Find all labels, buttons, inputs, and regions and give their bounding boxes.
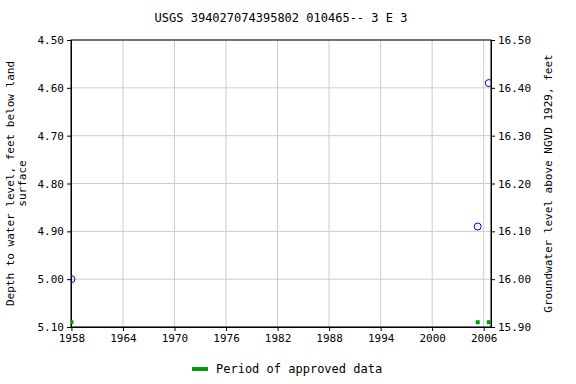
tick-mark bbox=[226, 327, 227, 331]
tick-label: 16.00 bbox=[498, 273, 531, 286]
tick-mark bbox=[174, 327, 175, 331]
tick: 4.90 bbox=[38, 225, 72, 238]
tick-mark bbox=[329, 327, 330, 331]
tick-mark bbox=[67, 184, 71, 185]
tick-label: 1964 bbox=[110, 332, 137, 345]
tick: 1982 bbox=[265, 327, 292, 345]
tick-label: 1994 bbox=[368, 332, 395, 345]
tick: 16.40 bbox=[491, 82, 531, 95]
tick-mark bbox=[491, 279, 495, 280]
axis: 4.50 4.60 4.70 4.80 4.90 5.00 5.10 bbox=[38, 34, 72, 334]
title: USGS 394027074395802 010465-- 3 E 3 bbox=[155, 11, 408, 25]
tick-mark bbox=[278, 327, 279, 331]
tick: 2006 bbox=[471, 327, 498, 345]
tick-label: 5.10 bbox=[38, 321, 65, 334]
tick-label: 15.90 bbox=[498, 321, 531, 334]
tick-label: 4.80 bbox=[38, 178, 65, 191]
y2-axis-title: Groundwater level above NGVD 1929, feet bbox=[542, 54, 555, 312]
tick: 4.80 bbox=[38, 178, 72, 191]
tick-label: 16.20 bbox=[498, 178, 531, 191]
tick-mark bbox=[381, 327, 382, 331]
tick-label: 16.50 bbox=[498, 34, 531, 47]
tick-mark bbox=[432, 327, 433, 331]
point bbox=[476, 320, 480, 324]
tick-mark bbox=[71, 327, 72, 331]
tick-label: 1982 bbox=[265, 332, 292, 345]
grid-line bbox=[71, 231, 491, 232]
point bbox=[485, 80, 491, 87]
tick: 16.50 bbox=[491, 34, 531, 47]
tick: 4.50 bbox=[38, 34, 72, 47]
legend: Period of approved data bbox=[192, 362, 382, 376]
tick-mark bbox=[491, 136, 495, 137]
tick: 4.70 bbox=[38, 130, 72, 143]
tick: 16.00 bbox=[491, 273, 531, 286]
grid-line bbox=[71, 87, 491, 88]
tick: 16.30 bbox=[491, 130, 531, 143]
tick-label: 4.90 bbox=[38, 225, 65, 238]
tick: 5.00 bbox=[38, 273, 72, 286]
tick-label: 5.00 bbox=[38, 273, 65, 286]
tick: 15.90 bbox=[491, 321, 531, 334]
tick-mark bbox=[67, 40, 71, 41]
tick-mark bbox=[491, 184, 495, 185]
tick: 1970 bbox=[162, 327, 189, 345]
tick-label: 16.40 bbox=[498, 82, 531, 95]
tick: 16.20 bbox=[491, 178, 531, 191]
legend-label: Period of approved data bbox=[216, 362, 382, 376]
grid-line bbox=[71, 183, 491, 184]
point bbox=[71, 276, 75, 283]
tick-label: 2006 bbox=[471, 332, 498, 345]
tick-label: 4.50 bbox=[38, 34, 65, 47]
tick-mark bbox=[491, 327, 495, 328]
tick-mark bbox=[67, 279, 71, 280]
tick: 1988 bbox=[316, 327, 343, 345]
point bbox=[71, 320, 73, 324]
tick: 2000 bbox=[419, 327, 446, 345]
tick-label: 16.10 bbox=[498, 225, 531, 238]
tick-mark bbox=[123, 327, 124, 331]
tick-mark bbox=[67, 88, 71, 89]
tick-mark bbox=[67, 327, 71, 328]
tick-label: 16.30 bbox=[498, 130, 531, 143]
tick-mark bbox=[484, 327, 485, 331]
grid-line bbox=[71, 135, 491, 136]
plot-frame bbox=[71, 40, 491, 327]
tick-label: 1988 bbox=[316, 332, 343, 345]
legend-swatch bbox=[192, 367, 208, 371]
axis: 15.90 16.00 16.10 16.20 16.30 16.40 16.50 bbox=[491, 34, 531, 334]
y-axis-title: Depth to water level, feet below landsur… bbox=[4, 61, 29, 306]
marks bbox=[71, 80, 491, 325]
point bbox=[474, 223, 481, 230]
grid bbox=[71, 40, 491, 327]
tick-mark bbox=[491, 231, 495, 232]
tick: 1976 bbox=[213, 327, 240, 345]
tick-mark bbox=[491, 88, 495, 89]
tick-label: 2000 bbox=[419, 332, 446, 345]
tick-label: 1970 bbox=[162, 332, 189, 345]
chart: USGS 394027074395802 010465-- 3 E 319581… bbox=[0, 0, 576, 384]
tick-label: 4.70 bbox=[38, 130, 65, 143]
tick: 1994 bbox=[368, 327, 395, 345]
tick: 1964 bbox=[110, 327, 137, 345]
tick-label: 1976 bbox=[213, 332, 240, 345]
tick: 16.10 bbox=[491, 225, 531, 238]
tick-mark bbox=[67, 231, 71, 232]
tick-mark bbox=[67, 136, 71, 137]
point bbox=[487, 320, 491, 324]
tick: 4.60 bbox=[38, 82, 72, 95]
tick-mark bbox=[491, 40, 495, 41]
grid-line bbox=[71, 279, 491, 280]
tick-label: 4.60 bbox=[38, 82, 65, 95]
axis: 195819641970197619821988199420002006 bbox=[59, 327, 498, 345]
tick: 5.10 bbox=[38, 321, 72, 334]
